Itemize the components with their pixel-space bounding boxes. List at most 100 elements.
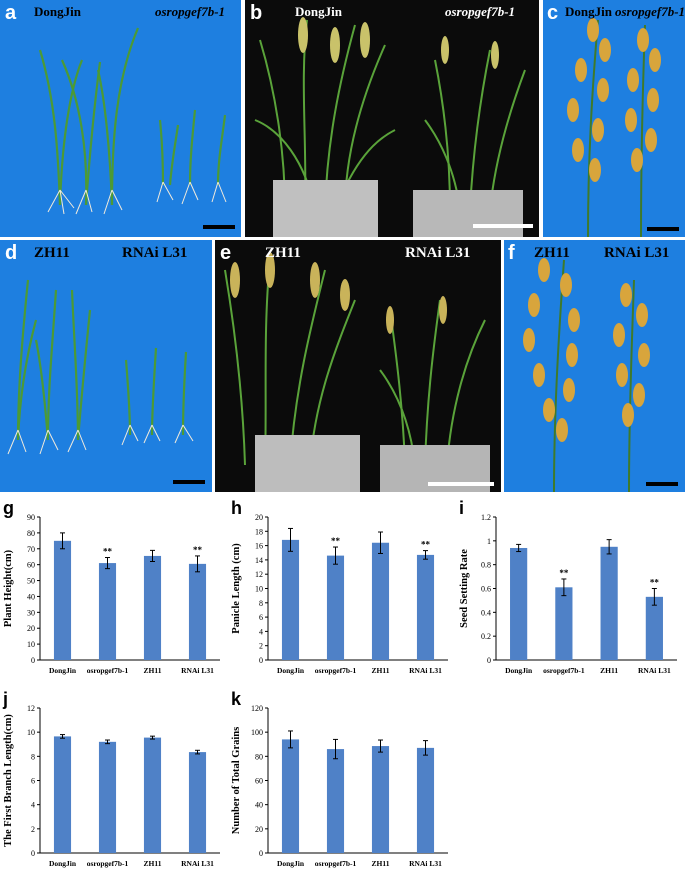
- x-tick-label: RNAi L31: [409, 859, 442, 868]
- bar: [53, 540, 72, 660]
- bar: [555, 587, 573, 660]
- significance-label: **: [193, 545, 203, 555]
- photo-panel-f: f ZH11 RNAi L31: [504, 240, 685, 492]
- photo-panel-a: a DongJin osropgef7b-1: [0, 0, 241, 237]
- y-tick-label: 100: [251, 728, 263, 737]
- x-tick-label: RNAi L31: [181, 859, 214, 868]
- y-tick-label: 18: [255, 527, 263, 536]
- panel-label-a: a: [5, 2, 17, 24]
- bar: [326, 555, 345, 660]
- y-tick-label: 0: [259, 656, 263, 665]
- y-tick-label: 120: [251, 704, 263, 713]
- seed-setting-rate-chart: 0 0.2 0.4 0.6 0.8 1 1.2 Seed Setting Rate DongJi…: [459, 513, 677, 675]
- y-tick-label: 70: [27, 545, 35, 554]
- y-tick-label: 0.2: [481, 632, 491, 641]
- panel-label-e: e: [220, 242, 232, 264]
- x-tick-label: ZH11: [372, 666, 390, 675]
- y-tick-label: 0.8: [481, 561, 491, 570]
- y-tick-label: 2: [259, 642, 263, 651]
- genotype-label-mutant: osropgef7b-1: [615, 4, 685, 19]
- x-tick-label: ZH11: [144, 859, 162, 868]
- genotype-label-zh11: ZH11: [34, 245, 70, 261]
- bar: [326, 749, 345, 853]
- chart-panel-g: g 0 10 20 30 40 50 60 70 80 90 Plant Height(cm) Don…: [0, 497, 228, 682]
- y-tick-label: 1: [487, 537, 491, 546]
- genotype-label-dongjin: DongJin: [565, 4, 612, 19]
- panicles-photo-c: [567, 18, 661, 237]
- chart-label-j: j: [3, 689, 9, 709]
- y-tick-label: 80: [255, 752, 263, 761]
- scale-bar: [647, 227, 679, 231]
- x-tick-label: RNAi L31: [409, 666, 442, 675]
- y-tick-label: 1.2: [481, 513, 491, 522]
- genotype-label-zh11: ZH11: [534, 245, 570, 261]
- bar: [188, 752, 207, 853]
- scale-bar: [203, 225, 235, 229]
- bar: [645, 596, 663, 660]
- bar: [53, 736, 72, 853]
- bar: [143, 737, 162, 853]
- seedlings-photo-a: [38, 27, 227, 215]
- y-tick-label: 10: [27, 728, 35, 737]
- genotype-label-zh11: ZH11: [265, 245, 301, 261]
- x-tick-label: DongJin: [505, 666, 533, 675]
- y-tick-label: 40: [255, 801, 263, 810]
- x-tick-label: RNAi L31: [181, 666, 214, 675]
- y-tick-label: 10: [255, 585, 263, 594]
- bar: [143, 555, 162, 660]
- photo-panel-d: d ZH11 RNAi L31: [0, 240, 212, 492]
- y-tick-label: 60: [27, 561, 35, 570]
- x-tick-label: ZH11: [372, 859, 390, 868]
- y-tick-label: 30: [27, 608, 35, 617]
- scale-bar: [173, 480, 205, 484]
- photo-panel-e: e ZH11 RNAi L31: [215, 240, 501, 492]
- y-tick-label: 0.6: [481, 585, 491, 594]
- significance-label: **: [103, 547, 113, 557]
- y-tick-label: 14: [255, 556, 263, 565]
- chart-label-h: h: [231, 498, 242, 518]
- panel-label-b: b: [250, 2, 263, 24]
- y-tick-label: 4: [31, 801, 35, 810]
- chart-panel-k: k 0 20 40 60 80 100 120 Number of Total Grains D…: [228, 688, 456, 875]
- y-tick-label: 10: [27, 640, 35, 649]
- plants-photo-e: [224, 252, 490, 492]
- significance-label: **: [421, 540, 431, 550]
- bar: [281, 539, 300, 660]
- chart-label-g: g: [3, 498, 14, 518]
- scale-bar: [428, 482, 494, 486]
- plant-height-chart: 0 10 20 30 40 50 60 70 80 90 Plant Height(cm) DongJ…: [3, 513, 220, 675]
- y-axis-label: Panicle Length (cm): [231, 543, 242, 634]
- genotype-label-rnai: RNAi L31: [122, 245, 188, 261]
- panel-label-d: d: [5, 242, 18, 264]
- y-tick-label: 12: [255, 570, 263, 579]
- bar: [371, 746, 390, 853]
- total-grains-chart: 0 20 40 60 80 100 120 Number of Total Grains Don…: [231, 704, 448, 868]
- bar: [416, 747, 435, 853]
- y-tick-label: 50: [27, 577, 35, 586]
- bar: [510, 547, 528, 660]
- genotype-label-dongjin: DongJin: [34, 4, 81, 19]
- x-tick-label: osropgef7b-1: [87, 666, 129, 675]
- bar: [371, 542, 390, 660]
- y-axis-label: The First Branch Length(cm): [3, 714, 14, 847]
- y-tick-label: 60: [255, 777, 263, 786]
- panel-label-f: f: [508, 242, 515, 264]
- y-tick-label: 0.4: [481, 608, 491, 617]
- bar: [98, 563, 117, 660]
- chart-label-k: k: [231, 689, 242, 709]
- chart-panel-h: h 0 2 4 6 8 10 12 14 16 18 20 Panicle Length (cm) Do…: [228, 497, 456, 682]
- x-tick-label: osropgef7b-1: [87, 859, 129, 868]
- first-branch-length-chart: 0 2 4 6 8 10 12 The First Branch Length(cm) Dong…: [3, 704, 220, 868]
- panicle-length-chart: 0 2 4 6 8 10 12 14 16 18 20 Panicle Length (cm) Dong…: [231, 513, 448, 675]
- bar: [600, 546, 618, 660]
- y-tick-label: 8: [31, 752, 35, 761]
- y-tick-label: 40: [27, 592, 35, 601]
- y-axis-label: Seed Setting Rate: [459, 549, 470, 628]
- x-tick-label: osropgef7b-1: [315, 666, 357, 675]
- y-tick-label: 6: [31, 777, 35, 786]
- y-tick-label: 0: [31, 849, 35, 858]
- x-tick-label: DongJin: [277, 666, 305, 675]
- panicles-photo-f: [523, 258, 650, 492]
- chart-panel-i: i 0 0.2 0.4 0.6 0.8 1 1.2 Seed Setting Rate Dong…: [456, 497, 685, 682]
- plants-photo-b: [254, 17, 526, 237]
